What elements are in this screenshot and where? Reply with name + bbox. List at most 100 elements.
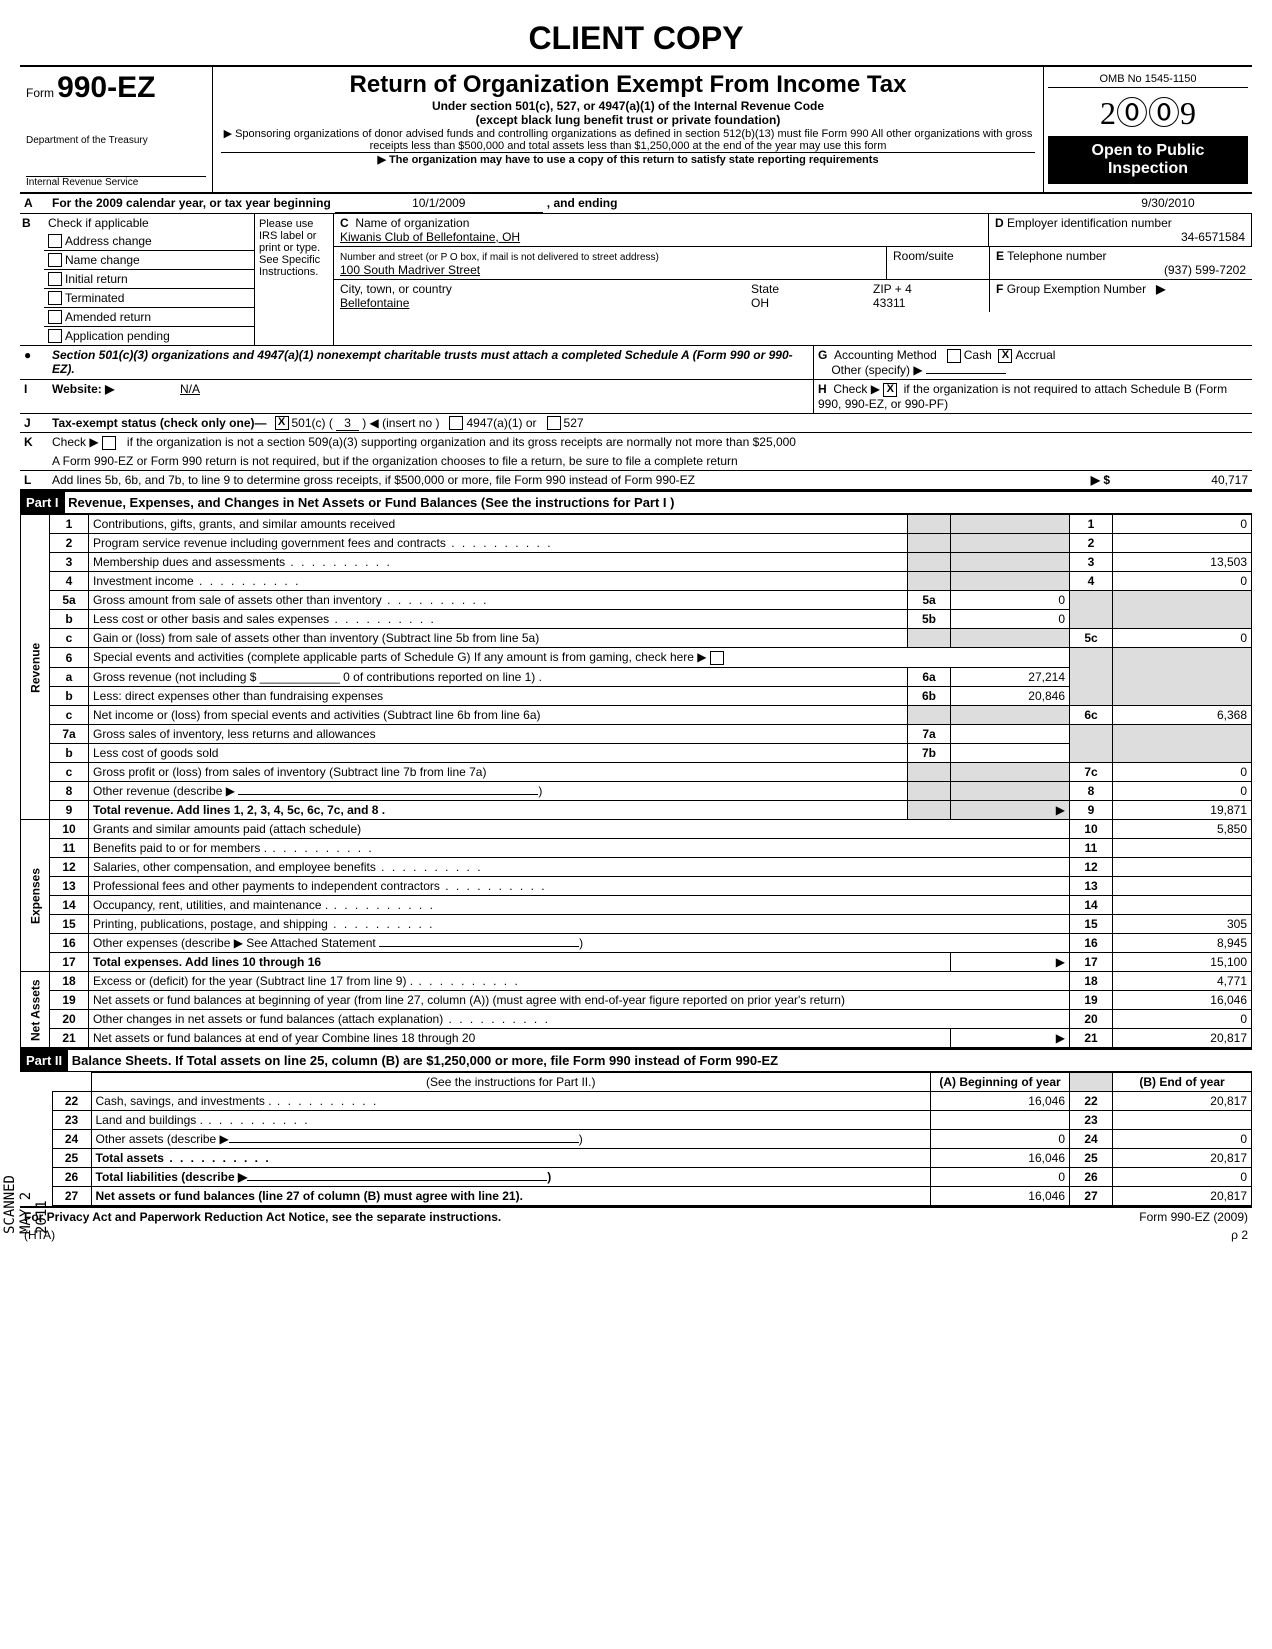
omb-number: OMB No 1545-1150 [1048,71,1248,88]
title-sub: Under section 501(c), 527, or 4947(a)(1)… [221,99,1035,113]
part1-title: Revenue, Expenses, and Changes in Net As… [68,495,674,510]
line-a-begin: 10/1/2009 [335,194,543,213]
footer-2: (HTA) ρ 2 [20,1226,1252,1244]
balance-sheet-table: (See the instructions for Part II.) (A) … [20,1072,1252,1206]
bullet-icon: ● [20,346,48,379]
part1-label: Part I [20,492,65,513]
checkbox-column: Check if applicable Address change Name … [44,214,255,345]
name-label: Name of organization [355,216,469,230]
check-accrual[interactable]: X [998,349,1012,363]
check-527[interactable] [547,416,561,430]
part2-title: Balance Sheets. If Total assets on line … [72,1053,778,1068]
street-label: Number and street (or P O box, if mail i… [340,252,659,263]
col-a-header: (A) Beginning of year [931,1073,1070,1092]
header-right: OMB No 1545-1150 2⓪⓪9 Open to Public Ins… [1044,67,1252,192]
open-public: Open to Public Inspection [1048,136,1248,184]
check-4947[interactable] [449,416,463,430]
state-label: State [751,282,779,296]
l-arrow: ▶ $ [1087,471,1114,489]
line-i-h: I Website: ▶ N/A H Check ▶ X if the orga… [20,380,1252,414]
title-except: (except black lung benefit trust or priv… [221,113,1035,127]
website-value: N/A [176,380,813,413]
client-copy-title: CLIENT COPY [20,20,1252,57]
footer: For Privacy Act and Paperwork Reduction … [20,1206,1252,1226]
revenue-vlabel: Revenue [21,515,50,820]
line-a: A For the 2009 calendar year, or tax yea… [20,194,1252,214]
netassets-vlabel: Net Assets [21,972,50,1048]
check-label: Check if applicable [44,214,254,232]
sec501-text: Section 501(c)(3) organizations and 4947… [48,346,813,379]
line-a-label: For the 2009 calendar year, or tax year … [48,194,335,213]
check-initial[interactable] [48,272,62,286]
label-b: B [20,214,44,345]
lines-table: Revenue 1Contributions, gifts, grants, a… [20,514,1252,1048]
l-value: 40,717 [1114,471,1252,489]
zip-label: ZIP + 4 [873,282,912,296]
check-address[interactable] [48,234,62,248]
part2-header: Part II Balance Sheets. If Total assets … [20,1048,1252,1072]
copy-note: ▶ The organization may have to use a cop… [221,152,1035,166]
city-label: City, town, or country [340,282,452,296]
line-a-end: 9/30/2010 [1084,194,1252,213]
k-text2: A Form 990-EZ or Form 990 return is not … [48,452,1252,470]
check-terminated[interactable] [48,291,62,305]
tel-value: (937) 599-7202 [996,263,1246,277]
check-k[interactable] [102,436,116,450]
h-msg: if the organization is not required to a… [818,382,1227,411]
header-mid: Return of Organization Exempt From Incom… [213,67,1044,192]
tax-year: 2⓪⓪9 [1048,88,1248,134]
privacy-notice: For Privacy Act and Paperwork Reduction … [24,1210,501,1224]
check-name[interactable] [48,253,62,267]
ein-value: 34-6571584 [995,230,1245,244]
j-label: Tax-exempt status (check only one)— [48,414,271,433]
irs-name: Internal Revenue Service [26,176,206,188]
form-header: Form 990-EZ Department of the Treasury I… [20,65,1252,194]
check-amended[interactable] [48,310,62,324]
group-label: Group Exemption Number [1007,282,1146,296]
line-k2: A Form 990-EZ or Form 990 return is not … [20,452,1252,471]
label-e: E [996,249,1004,263]
label-a: A [20,194,48,213]
scanned-stamp: SCANNED MAY 2 2011 [2,1175,50,1234]
zip-value: 43311 [873,296,905,310]
line-l: L Add lines 5b, 6b, and 7b, to line 9 to… [20,471,1252,490]
label-h: H [818,382,827,396]
label-c: C [340,216,349,230]
sponsor-note: ▶ Sponsoring organizations of donor advi… [221,127,1035,152]
page-container: CLIENT COPY Form 990-EZ Department of th… [20,20,1252,1244]
state-value: OH [751,296,769,310]
header-left: Form 990-EZ Department of the Treasury I… [20,67,213,192]
check-cash[interactable] [947,349,961,363]
org-name: Kiwanis Club of Bellefontaine, OH [340,230,520,244]
line-j: J Tax-exempt status (check only one)— X5… [20,414,1252,434]
section-b: B Check if applicable Address change Nam… [20,214,1252,346]
expenses-vlabel: Expenses [21,820,50,972]
col-b-header: (B) End of year [1113,1073,1252,1092]
l-text: Add lines 5b, 6b, and 7b, to line 9 to d… [48,471,1087,489]
label-d: D [995,216,1004,230]
room-label: Room/suite [893,249,954,263]
k-text1: if the organization is not a section 509… [123,433,1252,452]
line-a-and: , and ending [543,194,622,213]
check-pending[interactable] [48,329,62,343]
arrow-icon: ▶ [1156,282,1165,296]
part2-label: Part II [20,1050,68,1071]
check-gaming[interactable] [710,651,724,665]
line-k: K Check ▶ if the organization is not a s… [20,433,1252,452]
label-f: F [996,282,1003,296]
dept-treasury: Department of the Treasury [26,135,206,146]
part1-header: Part I Revenue, Expenses, and Changes in… [20,490,1252,514]
form-footer: Form 990-EZ (2009) [1139,1210,1248,1224]
website-label: Website: ▶ [48,380,176,413]
check-501c[interactable]: X [275,416,289,430]
acct-label: Accounting Method [834,348,937,362]
other-label: Other (specify) [831,363,910,377]
city-value: Bellefontaine [340,296,409,310]
ein-label: Employer identification number [1007,216,1172,230]
please-use-irs: Please use IRS label or print or type. S… [255,214,334,345]
check-h[interactable]: X [883,383,897,397]
title-main: Return of Organization Exempt From Incom… [221,71,1035,99]
line-501: ● Section 501(c)(3) organizations and 49… [20,346,1252,380]
org-column: C Name of organization Kiwanis Club of B… [334,214,1252,345]
form-label: Form [26,86,54,100]
